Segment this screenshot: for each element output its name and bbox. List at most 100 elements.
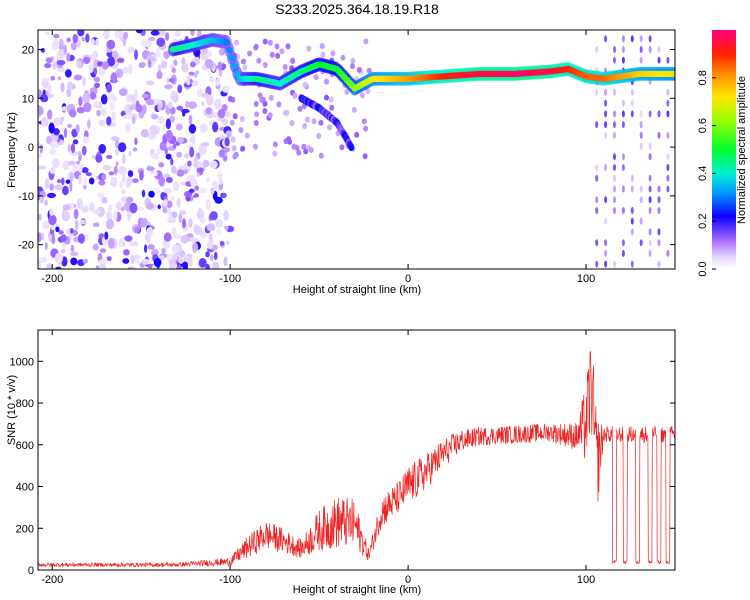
- spectrogram-noise-mark: [204, 58, 214, 69]
- spectrogram-noise-mark: [145, 202, 155, 210]
- spectrogram-noise-mark: [356, 66, 362, 73]
- spectrogram-band-mark: [630, 228, 634, 236]
- spectrogram-noise-mark: [42, 220, 51, 230]
- spectrogram-noise-mark: [42, 78, 50, 83]
- spectrogram-noise-mark: [196, 172, 200, 177]
- spectrogram-noise-mark: [122, 114, 132, 119]
- spectrogram-noise-mark: [82, 145, 87, 156]
- colorbar-tick-label: 0.8: [697, 70, 709, 85]
- spectrogram-noise-mark: [361, 118, 367, 125]
- spectrogram-noise-mark: [135, 30, 143, 34]
- spectrogram-y-ticks: -20 -10 0 10 20: [18, 45, 675, 252]
- spectrogram-band-mark: [604, 164, 608, 171]
- spectrogram-noise-mark: [200, 231, 207, 239]
- spectrogram-noise-mark: [185, 75, 191, 86]
- spectrogram-noise-mark: [217, 108, 226, 119]
- spectrogram-noise-mark: [103, 30, 110, 40]
- spectrogram-noise-mark: [163, 232, 172, 242]
- spectrogram-noise-mark: [69, 171, 74, 183]
- spectrogram-noise-mark: [157, 64, 162, 73]
- spectrogram-noise-mark: [202, 160, 210, 168]
- spectrogram-band-mark: [595, 239, 599, 247]
- spectrogram-noise-mark: [276, 101, 282, 108]
- spectrogram-noise-mark: [83, 102, 92, 113]
- spectrogram-trace-mark: [228, 54, 236, 62]
- spectrogram-noise-mark: [66, 37, 71, 43]
- spectrogram-band-mark: [639, 239, 643, 247]
- spectrogram-noise-mark: [282, 64, 288, 70]
- spectrogram-band-mark: [657, 46, 661, 53]
- spectrogram-noise-mark: [163, 188, 173, 194]
- spectrogram-noise-mark: [162, 207, 167, 214]
- spectrogram-noise-mark: [206, 223, 216, 232]
- spectrogram-noise-mark: [188, 71, 195, 76]
- spectrogram-band-mark: [604, 217, 608, 225]
- spectrogram-noise-mark: [238, 127, 244, 133]
- spectrogram-noise-mark: [100, 94, 108, 105]
- snr-y-tick-label: 600: [16, 440, 34, 452]
- spectrogram-noise-mark: [172, 181, 180, 192]
- spectrogram-noise-mark: [85, 33, 90, 43]
- spectrogram-noise-mark: [53, 33, 60, 39]
- spectrogram-noise-mark: [82, 258, 89, 264]
- spectrogram-branch-mark: [348, 143, 355, 152]
- spectrogram-noise-mark: [61, 105, 67, 112]
- spectrogram-marks: [38, 30, 675, 269]
- spectrogram-noise-mark: [46, 135, 53, 145]
- spectrogram-noise-mark: [139, 170, 144, 181]
- spectrogram-trace-mark: [233, 70, 241, 77]
- spectrogram-noise-mark: [221, 118, 229, 125]
- spectrogram-band-mark: [604, 131, 608, 139]
- spectrogram-noise-mark: [168, 78, 176, 83]
- spectrogram-band-mark: [613, 207, 616, 214]
- spectrogram-noise-mark: [359, 92, 365, 99]
- spectrogram-noise-mark: [49, 147, 56, 155]
- spectrogram-frame: [37, 29, 676, 270]
- spectrogram-noise-mark: [121, 188, 126, 195]
- spectrogram-band-mark: [666, 164, 670, 171]
- spectrogram-noise-mark: [198, 258, 207, 268]
- spectrogram-noise-mark: [165, 129, 173, 141]
- spectrogram-band-mark: [657, 196, 661, 204]
- snr-y-tick-label: 400: [16, 482, 34, 494]
- spectrogram-y-tick-label: -10: [18, 191, 34, 203]
- colorbar-tick-label: 0.6: [697, 118, 709, 133]
- spectrogram-noise-mark: [61, 177, 65, 186]
- spectrogram-noise-mark: [175, 123, 183, 131]
- spectrogram-noise-mark: [155, 186, 160, 196]
- spectrogram-noise-mark: [223, 155, 228, 161]
- spectrogram-noise-mark: [47, 93, 54, 98]
- spectrogram-noise-mark: [185, 100, 190, 108]
- spectrogram-noise-mark: [65, 69, 72, 78]
- spectrogram-noise-mark: [182, 261, 189, 269]
- spectrogram-noise-mark: [51, 235, 56, 245]
- spectrogram-noise-mark: [117, 142, 127, 153]
- spectrogram-noise-mark: [165, 118, 171, 130]
- spectrogram-noise-mark: [212, 121, 219, 133]
- spectrogram-noise-mark: [199, 187, 208, 194]
- colorbar-ticks: 0.0 0.2 0.4 0.6 0.8: [697, 70, 716, 277]
- spectrogram-band-mark: [613, 110, 616, 118]
- spectrogram-noise-mark: [285, 43, 291, 50]
- spectrogram-band-mark: [648, 207, 652, 214]
- spectrogram-band-mark: [648, 174, 652, 182]
- spectrogram-noise-mark: [262, 38, 268, 45]
- spectrogram-noise-mark: [164, 84, 173, 90]
- spectrogram-trace-mark: [225, 46, 233, 54]
- spectrogram-noise-mark: [308, 147, 314, 153]
- spectrogram-band-mark: [666, 56, 670, 64]
- spectrogram-noise-mark: [269, 51, 275, 58]
- spectrogram-noise-mark: [67, 143, 71, 153]
- spectrogram-noise-mark: [47, 109, 53, 120]
- colorbar-tick-label: 0.2: [697, 214, 709, 229]
- spectrogram-noise-mark: [98, 259, 107, 265]
- spectrogram-noise-mark: [55, 266, 62, 269]
- spectrogram-noise-mark: [254, 111, 260, 118]
- spectrogram-noise-mark: [76, 160, 80, 165]
- spectrogram-noise-mark: [49, 208, 54, 217]
- spectrogram-band-mark: [630, 88, 634, 96]
- spectrogram-band-mark: [648, 153, 652, 161]
- spectrogram-band-mark: [621, 110, 625, 118]
- spectrogram-noise-mark: [205, 251, 210, 258]
